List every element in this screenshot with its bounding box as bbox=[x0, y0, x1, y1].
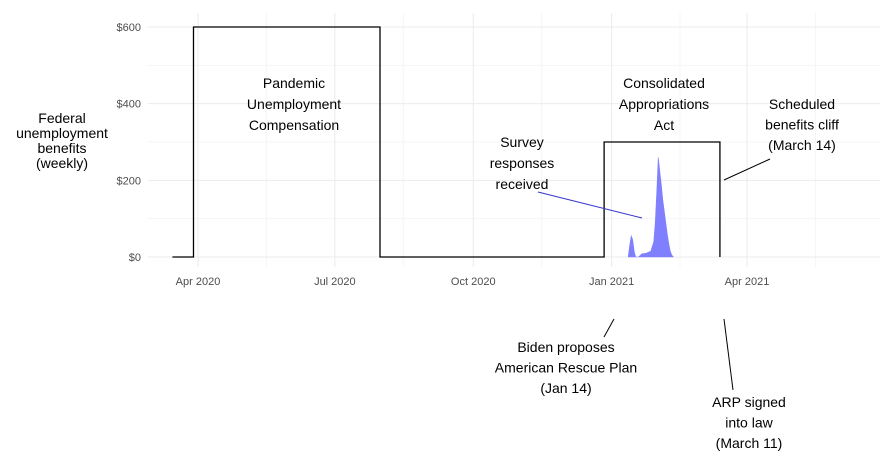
annotation-puc-line: Compensation bbox=[249, 117, 339, 133]
y-tick-label: $600 bbox=[117, 22, 141, 34]
annotation-puc: Pandemic Unemployment Compensation bbox=[247, 75, 341, 133]
y-axis-title-line: (weekly) bbox=[36, 155, 88, 171]
annotation-caa-line: Act bbox=[654, 117, 674, 133]
x-axis-tick-labels: Apr 2020 Jul 2020 Oct 2020 Jan 2021 Apr 2021 bbox=[176, 276, 770, 288]
annotation-arp-line: into law bbox=[725, 415, 773, 431]
y-axis-title-line: Federal bbox=[38, 110, 85, 126]
annotation-arp-line: ARP signed bbox=[712, 394, 786, 410]
cliff-leader-line bbox=[723, 158, 771, 181]
annotation-puc-line: Pandemic bbox=[263, 75, 325, 91]
y-tick-label: $400 bbox=[117, 99, 141, 111]
y-axis-title: Federal unemployment benefits (weekly) bbox=[16, 110, 108, 171]
annotation-arp-line: (March 11) bbox=[716, 435, 783, 451]
annotation-cliff-line: Scheduled bbox=[769, 96, 835, 112]
x-tick-label: Apr 2021 bbox=[725, 276, 770, 288]
y-axis-title-text: Federal unemployment benefits (weekly) bbox=[16, 110, 108, 171]
annotation-caa-line: Consolidated bbox=[623, 75, 705, 91]
annotation-caa: Consolidated Appropriations Act bbox=[619, 75, 709, 133]
survey-responses-area bbox=[627, 157, 674, 258]
annotation-arp: ARP signed into law (March 11) bbox=[712, 394, 786, 451]
y-axis-title-line: benefits bbox=[37, 140, 86, 156]
arp-leader-line bbox=[723, 318, 734, 391]
y-axis-title-line: unemployment bbox=[16, 125, 108, 141]
survey-responses-area-path bbox=[627, 157, 674, 258]
x-tick-label: Jan 2021 bbox=[589, 276, 634, 288]
benefits-series bbox=[172, 26, 721, 258]
annotations: Pandemic Unemployment Compensation Consolid… bbox=[247, 75, 839, 451]
y-tick-label: $200 bbox=[117, 175, 141, 187]
y-tick-label: $0 bbox=[129, 252, 141, 264]
x-tick-label: Apr 2020 bbox=[176, 276, 221, 288]
annotation-biden-line: Biden proposes bbox=[517, 339, 614, 355]
survey-leader-line bbox=[537, 191, 643, 219]
annotation-biden-line: American Rescue Plan bbox=[495, 360, 637, 376]
y-axis-tick-labels: $0 $200 $400 $600 bbox=[117, 22, 141, 264]
annotation-biden: Biden proposes American Rescue Plan (Jan 1… bbox=[495, 339, 637, 396]
annotation-cliff-line: (March 14) bbox=[768, 137, 836, 153]
annotation-biden-line: (Jan 14) bbox=[540, 380, 591, 396]
annotation-cliff: Scheduled benefits cliff (March 14) bbox=[765, 96, 839, 153]
annotation-cliff-line: benefits cliff bbox=[765, 117, 839, 133]
x-tick-label: Oct 2020 bbox=[451, 276, 496, 288]
annotation-survey: Survey responses received bbox=[490, 134, 555, 192]
annotation-survey-line: received bbox=[496, 176, 549, 192]
annotation-survey-line: Survey bbox=[500, 134, 544, 150]
x-tick-label: Jul 2020 bbox=[314, 276, 356, 288]
annotation-survey-line: responses bbox=[490, 155, 555, 171]
annotation-caa-line: Appropriations bbox=[619, 96, 709, 112]
annotation-puc-line: Unemployment bbox=[247, 96, 341, 112]
benefits-step-line bbox=[172, 26, 721, 258]
biden-leader-line bbox=[603, 318, 615, 338]
